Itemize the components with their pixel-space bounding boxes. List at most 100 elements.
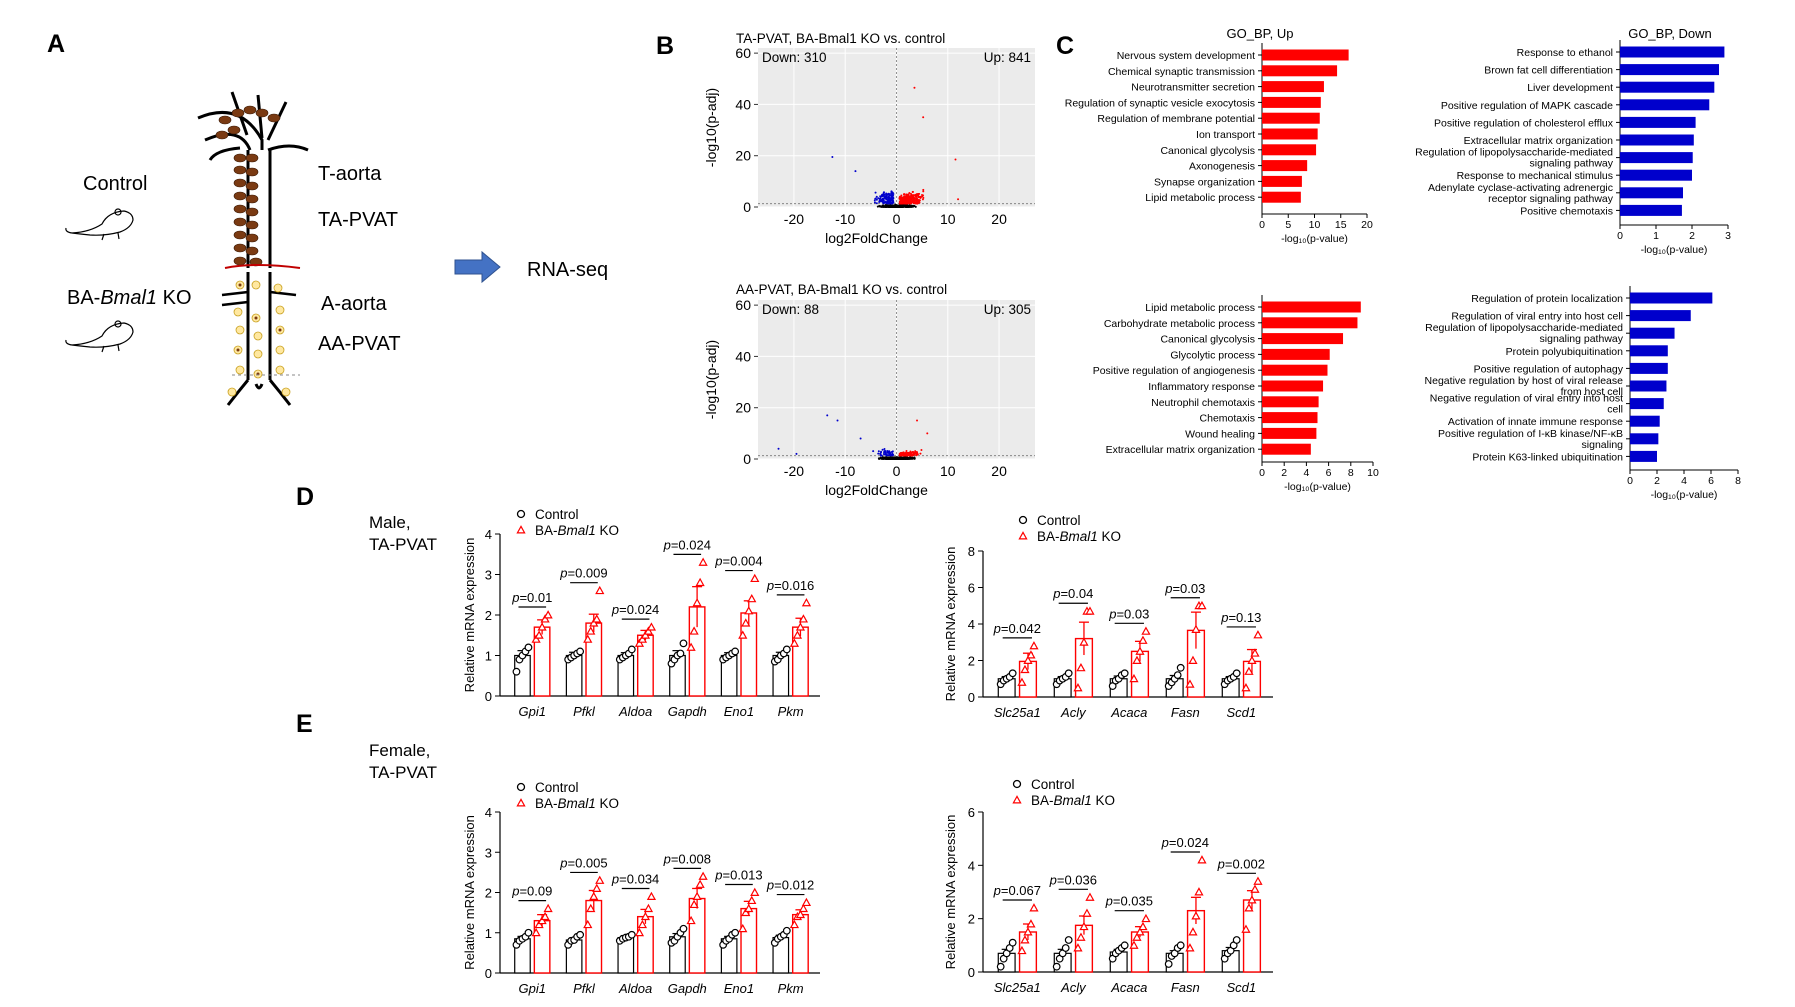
point-down <box>878 197 881 200</box>
point-up <box>920 449 923 452</box>
x-tick-label: -10 <box>835 463 855 479</box>
y-axis-label: -log10(p-adj) <box>703 340 719 419</box>
p-symbol: p <box>714 554 722 569</box>
go-term-line: cell <box>1607 404 1623 416</box>
point-outlier <box>831 155 834 158</box>
ko-point <box>640 630 651 639</box>
control-point <box>1120 669 1129 678</box>
control-point <box>1064 669 1073 678</box>
category-label: Acly <box>1060 980 1087 995</box>
label-aa-pvat: AA-PVAT <box>318 333 401 355</box>
ko-point <box>1197 855 1207 864</box>
panel-label-a: A <box>47 30 65 58</box>
go-bar <box>1630 450 1657 462</box>
ko-point <box>698 557 708 566</box>
go-bar <box>1262 160 1308 172</box>
p-symbol: p <box>1164 581 1172 596</box>
go-term-line: Negative regulation of viral entry into … <box>1430 393 1623 405</box>
go-bar <box>1262 96 1321 108</box>
ko-point <box>1141 913 1151 923</box>
control-point <box>1164 960 1173 968</box>
p-value: =0.024 <box>671 537 711 552</box>
control-point <box>576 930 585 939</box>
go-term-label: Inflammatory response <box>1148 381 1255 393</box>
point-down <box>875 195 878 198</box>
legend-label-ko: BA-Bmal1 KO <box>1031 793 1115 808</box>
ko-point <box>1076 662 1086 672</box>
p-value: =0.004 <box>723 554 763 569</box>
point-down <box>880 454 883 457</box>
point-up <box>922 190 925 193</box>
point-up <box>901 200 904 203</box>
ko-point <box>586 626 596 635</box>
p-value-label: p=0.012 <box>766 878 814 893</box>
ko-point <box>1026 919 1036 928</box>
point-outlier <box>954 158 957 161</box>
ko-point <box>640 911 651 921</box>
point-up <box>917 201 920 204</box>
p-value-label: p=0.002 <box>1217 856 1265 871</box>
y-axis-label: Relative mRNA expression <box>462 538 477 693</box>
ko-point <box>1135 646 1145 655</box>
point-down <box>881 194 884 197</box>
ko-point <box>1017 945 1027 955</box>
go-bar <box>1262 364 1328 376</box>
go-term-label: Liver development <box>1527 82 1613 94</box>
y-tick-label: 0 <box>743 451 751 467</box>
p-value-label: p=0.004 <box>714 554 762 569</box>
ko-point <box>789 919 800 929</box>
go-term-label: Positive chemotaxis <box>1520 205 1613 217</box>
ko-point <box>747 593 757 603</box>
ko-point <box>789 638 800 647</box>
point-down <box>886 201 889 204</box>
point-ns <box>893 457 896 460</box>
y-tick-label: 40 <box>735 348 751 364</box>
point-down <box>879 195 882 198</box>
x-tick-label: 6 <box>1708 475 1714 487</box>
point-down <box>884 453 887 456</box>
x-tick-label: 15 <box>1335 219 1347 231</box>
p-value: =0.03 <box>1172 581 1205 596</box>
p-value: =0.024 <box>619 602 659 617</box>
qpcr-bar-chart: 0 2 4 6 Relative mRNA expression ControlBA-Bm… <box>943 777 1273 995</box>
ko-point <box>1250 884 1260 893</box>
p-value-label: p=0.035 <box>1105 894 1153 909</box>
ko-point <box>1188 655 1198 664</box>
ko-point <box>798 614 809 623</box>
legend-ko-suffix: KO <box>1092 793 1115 808</box>
mouse-icon <box>65 208 134 241</box>
point-up <box>911 190 914 193</box>
control-point <box>1232 669 1241 678</box>
go-bar <box>1620 81 1715 93</box>
section-label-e2: TA-PVAT <box>369 763 437 782</box>
ko-point <box>1241 683 1251 692</box>
point-outlier <box>926 432 929 435</box>
p-value: =0.034 <box>619 872 659 887</box>
ko-point <box>1076 932 1086 941</box>
go-term-label: Positive regulation of MAPK cascade <box>1441 100 1613 112</box>
control-point <box>996 962 1005 971</box>
ko-point <box>637 919 648 929</box>
panel-d: Male, TA-PVAT <box>369 513 437 554</box>
y-tick-label: 60 <box>735 45 751 61</box>
go-term-label: Protein K63-linked ubiquitination <box>1472 451 1623 463</box>
ko-point <box>516 525 526 534</box>
control-point <box>1120 941 1129 950</box>
point-up <box>911 451 914 454</box>
y-tick-label: 1 <box>485 926 492 941</box>
point-ns <box>902 457 905 460</box>
ko-point <box>1241 924 1251 933</box>
go-term-label: Brown fat cell differentiation <box>1484 65 1613 77</box>
control-point <box>679 924 688 933</box>
p-symbol: p <box>993 621 1001 636</box>
y-axis-label: Relative mRNA expression <box>462 815 477 970</box>
go-term-label: Regulation of synaptic vesicle exocytosi… <box>1065 97 1255 109</box>
x-tick-label: 2 <box>1281 467 1287 479</box>
go-term-label: Synapse organization <box>1154 176 1255 188</box>
x-axis-label: -log₁₀(p-value) <box>1284 481 1351 493</box>
go-term-label: Protein polyubiquitination <box>1506 346 1623 358</box>
ko-point <box>741 907 751 917</box>
point-down <box>882 197 885 200</box>
go-bar <box>1620 64 1719 76</box>
category-label: Acaca <box>1110 705 1147 720</box>
